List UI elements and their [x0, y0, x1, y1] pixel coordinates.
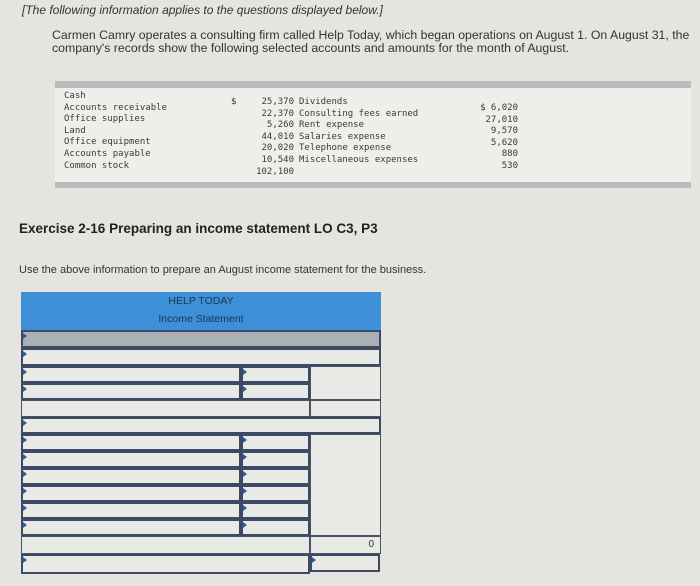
account-amount: 22,370 [261, 108, 294, 119]
account-amount: 880 [501, 149, 518, 160]
account-amount: 44,010 [261, 131, 294, 142]
income-statement-worksheet: HELP TODAY Income Statement 0 [21, 292, 381, 576]
account-name: Office equipment [64, 137, 151, 148]
account-name: Miscellaneous expenses [299, 154, 419, 165]
revenue-label-input[interactable] [21, 383, 241, 400]
revenue-amount-input[interactable] [241, 383, 310, 400]
expense-amount-input[interactable] [241, 468, 310, 485]
total-expenses-label [21, 536, 310, 554]
account-name: Accounts receivable [64, 102, 167, 113]
exercise-title: Exercise 2-16 Preparing an income statem… [19, 221, 378, 236]
net-income-amount-input[interactable] [310, 554, 380, 572]
currency-symbol: $ [231, 97, 237, 107]
account-amount: 25,370 [261, 97, 294, 107]
total-revenues-value [310, 400, 381, 417]
account-amount: $ 6,020 [480, 103, 518, 113]
net-income-label-input[interactable] [21, 554, 310, 574]
total-expenses-value: 0 [310, 536, 381, 554]
expense-amount-input[interactable] [241, 434, 310, 451]
account-name: Common stock [64, 160, 130, 171]
expense-amount-input[interactable] [241, 485, 310, 502]
account-amount: 27,010 [485, 114, 518, 125]
account-name: Telephone expense [299, 143, 392, 154]
expense-amount-input[interactable] [241, 451, 310, 468]
expense-label-input[interactable] [21, 468, 241, 485]
expense-amount-input[interactable] [241, 502, 310, 519]
expense-label-input[interactable] [21, 502, 241, 519]
account-amount: 9,570 [490, 126, 518, 137]
account-name: Accounts payable [64, 148, 151, 159]
accounts-data-table: Cash Accounts receivable Office supplies La… [55, 81, 691, 188]
account-name: Rent expense [299, 120, 365, 131]
date-input[interactable] [21, 330, 381, 348]
account-name: Land [64, 125, 86, 136]
revenue-amount-input[interactable] [241, 366, 310, 383]
account-name: Office supplies [64, 114, 146, 125]
account-amount: 20,020 [261, 143, 294, 154]
statement-title-header: Income Statement [21, 310, 381, 331]
expense-label-input[interactable] [21, 519, 241, 536]
company-name-header: HELP TODAY [21, 292, 381, 311]
problem-description: Carmen Camry operates a consulting firm … [52, 28, 690, 55]
expenses-heading-input[interactable] [21, 417, 381, 434]
account-amount: 102,100 [256, 166, 294, 177]
account-amount: 10,540 [261, 154, 294, 165]
revenues-heading-input[interactable] [21, 348, 381, 366]
revenue-total-cell [310, 366, 381, 400]
account-amount: 530 [501, 160, 518, 171]
account-name: Cash [64, 91, 86, 101]
account-amount: 5,260 [266, 120, 294, 131]
account-name: Consulting fees earned [299, 108, 419, 119]
account-name: Salaries expense [299, 131, 386, 142]
intro-note: [The following information applies to th… [22, 3, 383, 17]
account-amount: 5,620 [490, 137, 518, 148]
expense-label-input[interactable] [21, 485, 241, 502]
total-revenues-label [21, 400, 310, 417]
expense-label-input[interactable] [21, 434, 241, 451]
expense-label-input[interactable] [21, 451, 241, 468]
instruction-text: Use the above information to prepare an … [19, 264, 427, 276]
expense-total-column [310, 434, 381, 536]
account-name: Dividends [299, 97, 348, 107]
revenue-label-input[interactable] [21, 366, 241, 383]
expense-amount-input[interactable] [241, 519, 310, 536]
